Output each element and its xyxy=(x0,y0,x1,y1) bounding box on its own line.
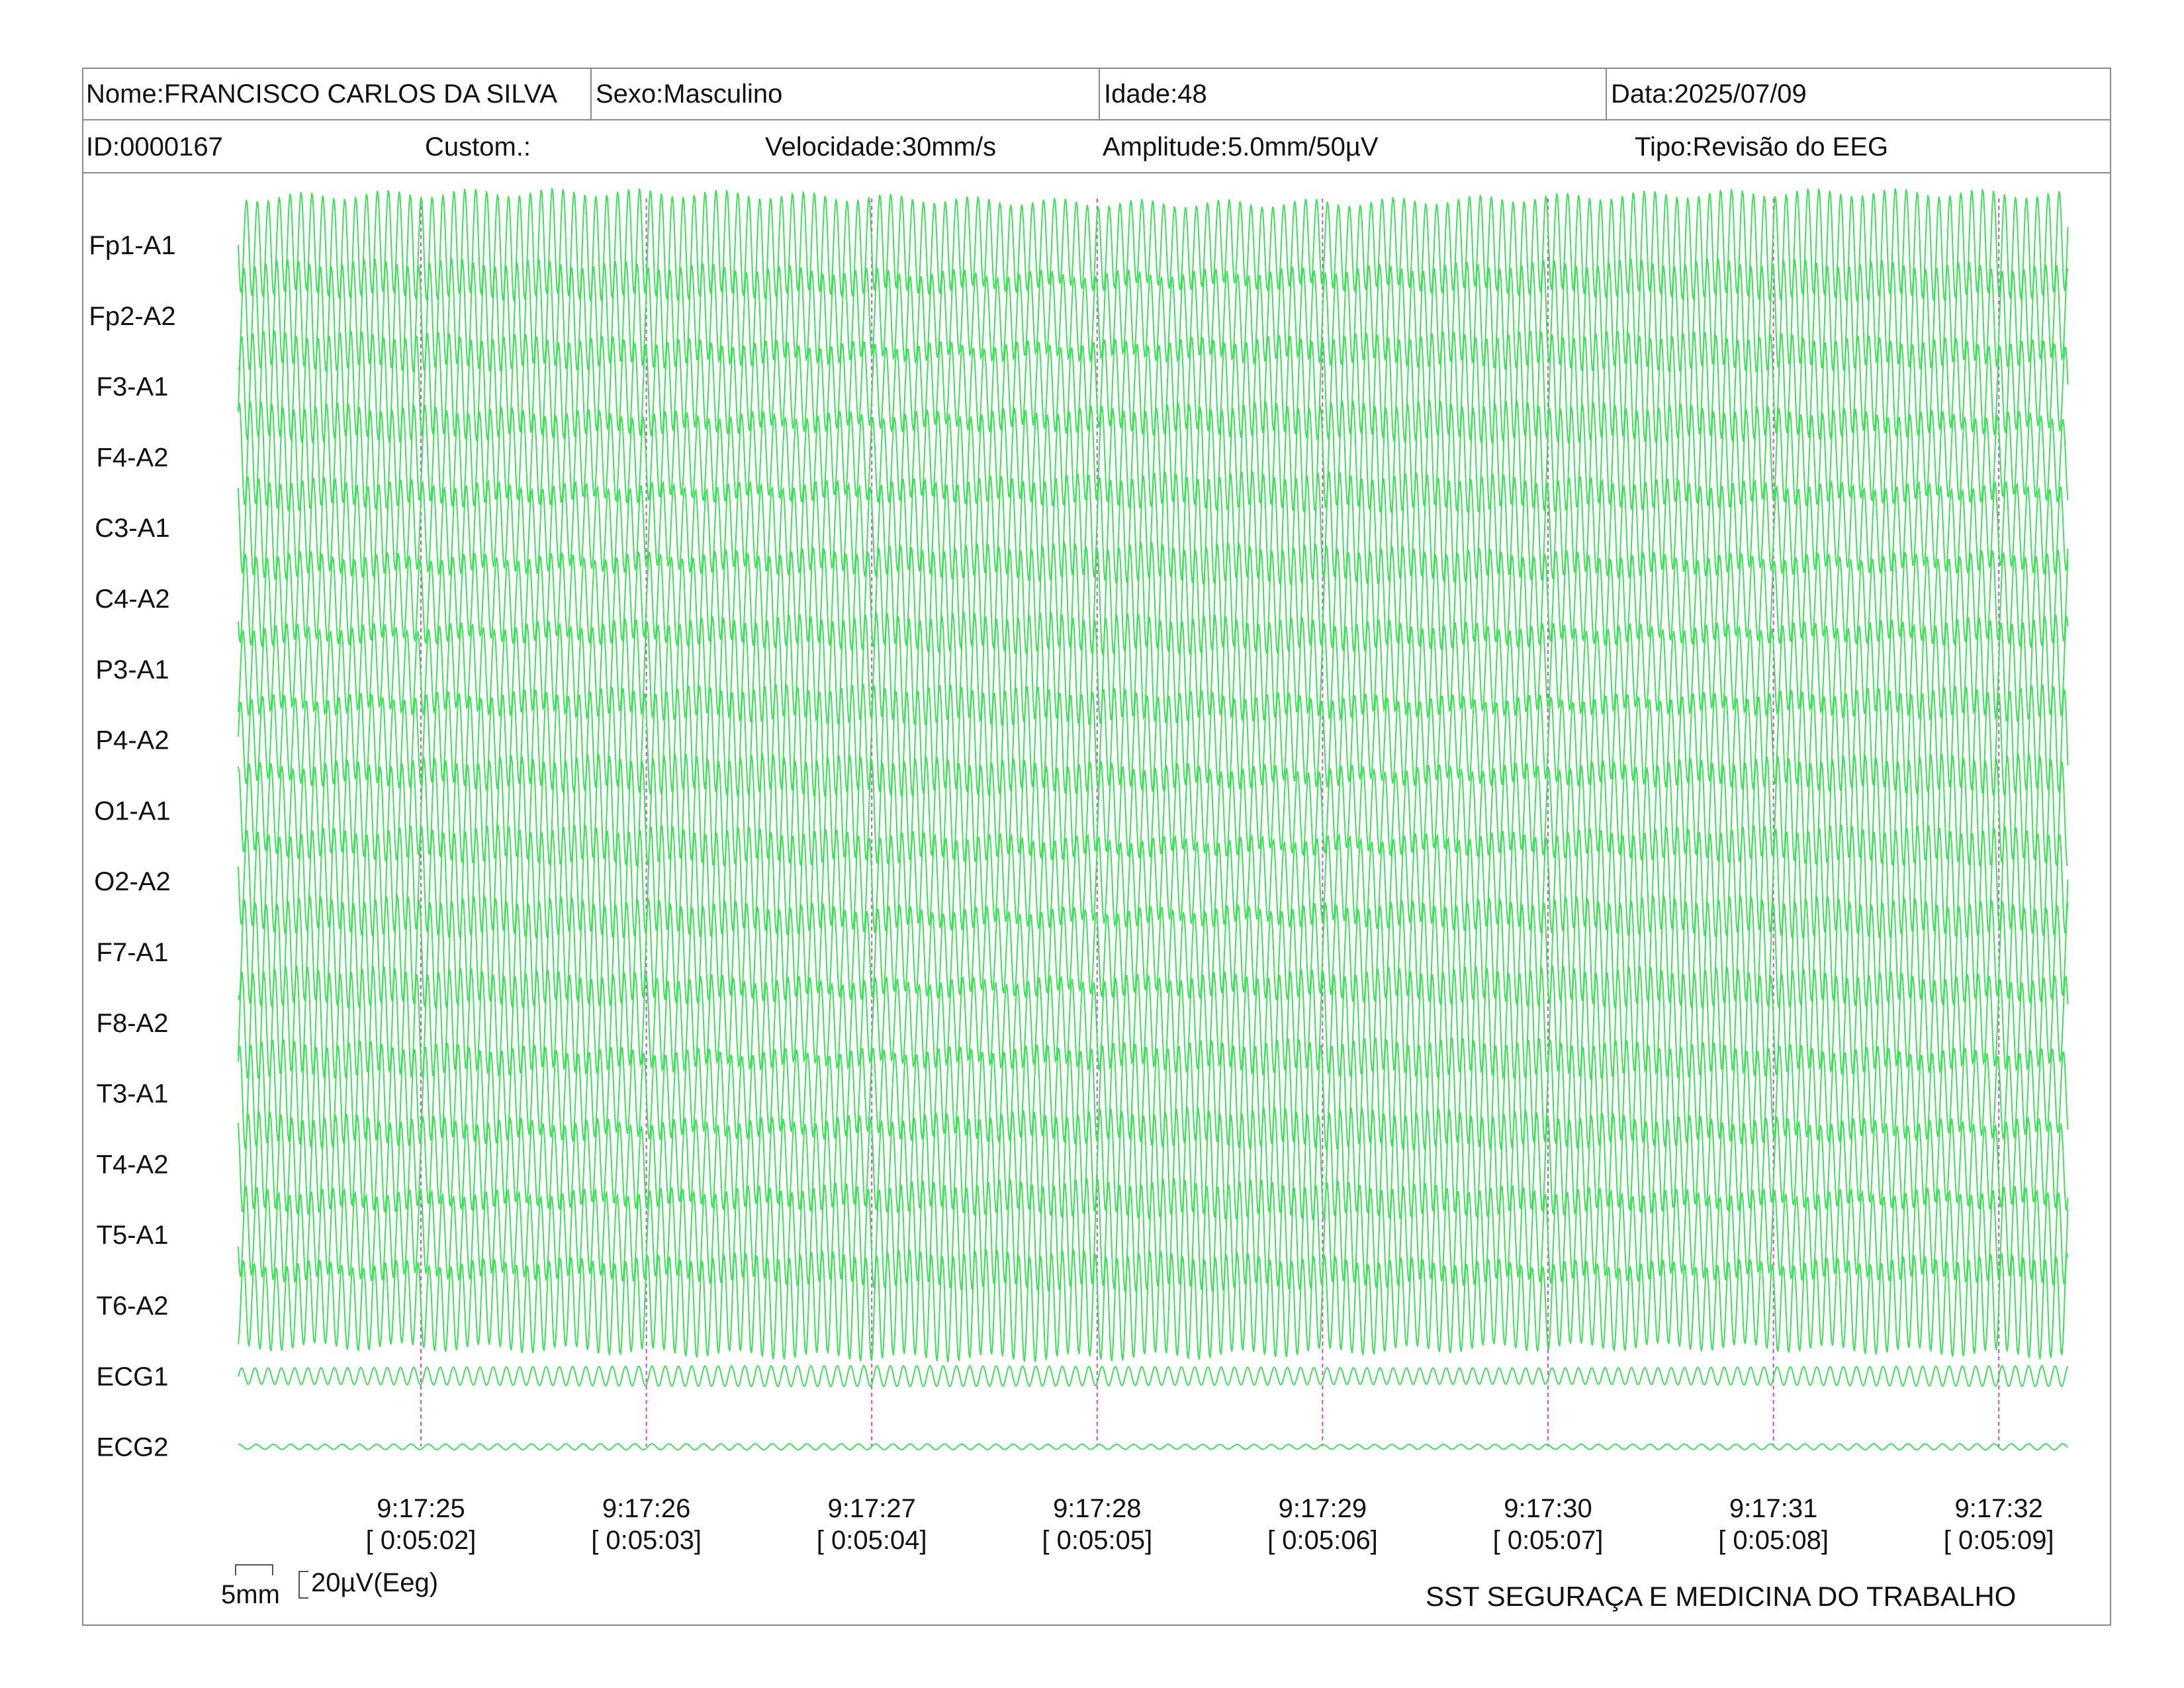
time-tick-label: 9:17:30 xyxy=(1504,1494,1592,1523)
channel-label: O2-A2 xyxy=(94,867,171,896)
header-row-2: ID:0000167 Custom.: Velocidade:30mm/s Am… xyxy=(82,120,2111,173)
channel-trace xyxy=(238,612,2069,726)
channel-trace xyxy=(238,1106,2069,1221)
time-tick-label: 9:17:28 xyxy=(1053,1494,1141,1523)
channel-trace xyxy=(238,187,2069,302)
channel-trace xyxy=(238,965,2069,1081)
amplitude-setting: Amplitude:5.0mm/50µV xyxy=(1103,132,1379,162)
channel-label: F8-A2 xyxy=(97,1009,169,1038)
time-tick-label: 9:17:32 xyxy=(1954,1494,2042,1523)
elapsed-tick-label: [ 0:05:05] xyxy=(1042,1526,1152,1555)
scale-bar-amplitude xyxy=(298,1571,308,1599)
time-tick-label: 9:17:29 xyxy=(1279,1494,1367,1523)
scale-bar-time xyxy=(235,1564,273,1575)
channel-trace xyxy=(238,258,2069,373)
sweep-speed: Velocidade:30mm/s xyxy=(765,132,997,162)
exam-date: Data:2025/07/09 xyxy=(1606,68,2111,119)
channel-label: O1-A1 xyxy=(94,796,171,825)
channel-label: F7-A1 xyxy=(97,938,169,967)
channel-trace xyxy=(238,1443,2069,1451)
channel-trace xyxy=(238,824,2069,939)
report-frame xyxy=(82,68,2111,1626)
channel-trace xyxy=(238,471,2069,585)
elapsed-tick-label: [ 0:05:06] xyxy=(1267,1526,1378,1555)
elapsed-tick-label: [ 0:05:03] xyxy=(591,1526,702,1555)
custom-field: Custom.: xyxy=(425,132,531,162)
channel-label: T3-A1 xyxy=(97,1080,169,1109)
scale-time-label: 5mm xyxy=(221,1580,280,1609)
time-tick-label: 9:17:26 xyxy=(602,1494,690,1523)
channel-label: P3-A1 xyxy=(95,655,169,684)
patient-age: Idade:48 xyxy=(1099,68,1606,119)
channel-label: T6-A2 xyxy=(97,1291,169,1321)
channel-trace xyxy=(238,1178,2069,1292)
time-tick-label: 9:17:27 xyxy=(827,1494,915,1523)
channel-label: F4-A2 xyxy=(97,443,169,472)
channel-label: T5-A1 xyxy=(97,1221,169,1250)
channel-trace xyxy=(238,1364,2069,1387)
channel-label: ECG1 xyxy=(97,1362,169,1391)
channel-trace xyxy=(238,683,2069,798)
patient-id: ID:0000167 xyxy=(86,132,223,162)
channel-label: C3-A1 xyxy=(95,514,169,543)
channel-trace xyxy=(238,541,2069,655)
review-type: Tipo:Revisão do EEG xyxy=(1635,132,1889,162)
time-tick-label: 9:17:31 xyxy=(1729,1494,1817,1523)
elapsed-tick-label: [ 0:05:08] xyxy=(1718,1526,1829,1555)
channel-label: F3-A1 xyxy=(97,373,169,402)
patient-name: Nome:FRANCISCO CARLOS DA SILVA xyxy=(86,79,558,109)
channel-trace xyxy=(238,895,2069,1009)
channel-label: Fp2-A2 xyxy=(89,302,175,331)
channel-label: C4-A2 xyxy=(95,585,169,614)
elapsed-tick-label: [ 0:05:07] xyxy=(1493,1526,1604,1555)
time-tick-label: 9:17:25 xyxy=(377,1494,465,1523)
scale-amplitude-label: 20µV(Eeg) xyxy=(311,1568,438,1597)
company-name: SST SEGURAÇA E MEDICINA DO TRABALHO xyxy=(1426,1581,2017,1612)
channel-trace xyxy=(238,1248,2069,1363)
channel-trace xyxy=(238,753,2069,868)
patient-sex: Sexo:Masculino xyxy=(590,68,1099,119)
channel-label: ECG2 xyxy=(97,1433,169,1462)
channel-trace xyxy=(238,329,2069,444)
elapsed-tick-label: [ 0:05:04] xyxy=(817,1526,927,1555)
elapsed-tick-label: [ 0:05:02] xyxy=(366,1526,477,1555)
channel-label: Fp1-A1 xyxy=(89,231,175,260)
header-row-1: Nome:FRANCISCO CARLOS DA SILVA Sexo:Masc… xyxy=(82,68,2111,120)
channel-label: T4-A2 xyxy=(97,1150,169,1179)
elapsed-tick-label: [ 0:05:09] xyxy=(1944,1526,2054,1555)
channel-label: P4-A2 xyxy=(95,726,169,755)
